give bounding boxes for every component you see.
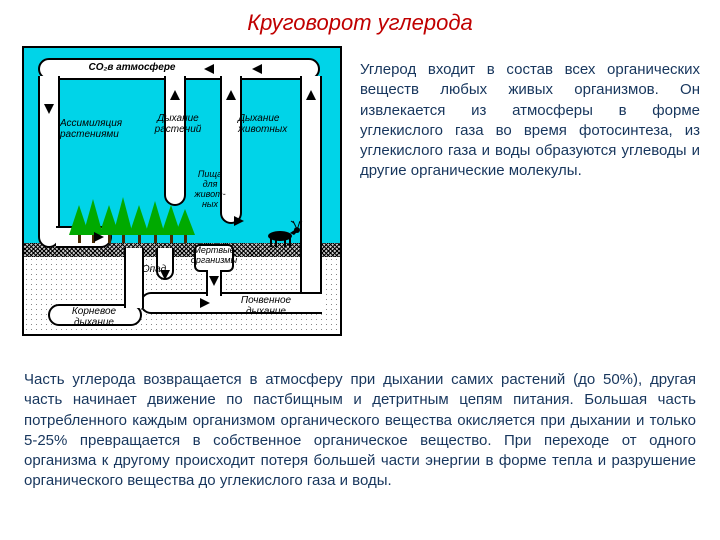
label-dead: Мертвые организмы (182, 246, 246, 266)
arrow-icon (252, 64, 262, 74)
page-title: Круговорот углерода (0, 10, 720, 36)
arrow-icon (209, 276, 219, 286)
arrow-icon (94, 232, 104, 242)
label-root-resp: Корневое дыхание (54, 306, 134, 328)
pipe-left (38, 76, 60, 248)
pipe-right-outer (300, 76, 322, 294)
arrow-icon (44, 104, 54, 114)
carbon-cycle-diagram: CO₂в атмосфере Ассимиляция растениями Ды… (22, 46, 342, 336)
arrow-icon (200, 298, 210, 308)
label-animal-resp: Дыхание животных (238, 113, 294, 135)
label-assimilation: Ассимиляция растениями (60, 118, 140, 140)
arrow-icon (226, 90, 236, 100)
deer-icon (260, 220, 304, 248)
arrow-icon (170, 90, 180, 100)
pipe-root-up (124, 248, 144, 308)
label-food: Пища для живот- ных (190, 170, 230, 210)
paragraph-right: Углерод входит в состав всех органически… (360, 60, 700, 182)
label-co2: CO₂в атмосфере (72, 62, 192, 73)
label-plant-resp: Дыхание растений (148, 113, 208, 135)
label-litter: Опад (136, 264, 172, 275)
arrow-icon (204, 64, 214, 74)
arrow-icon (234, 216, 244, 226)
arrow-icon (306, 90, 316, 100)
paragraph-bottom: Часть углерода возвращается в атмосферу … (24, 370, 696, 492)
label-soil-resp: Почвенное дыхание (228, 295, 304, 317)
